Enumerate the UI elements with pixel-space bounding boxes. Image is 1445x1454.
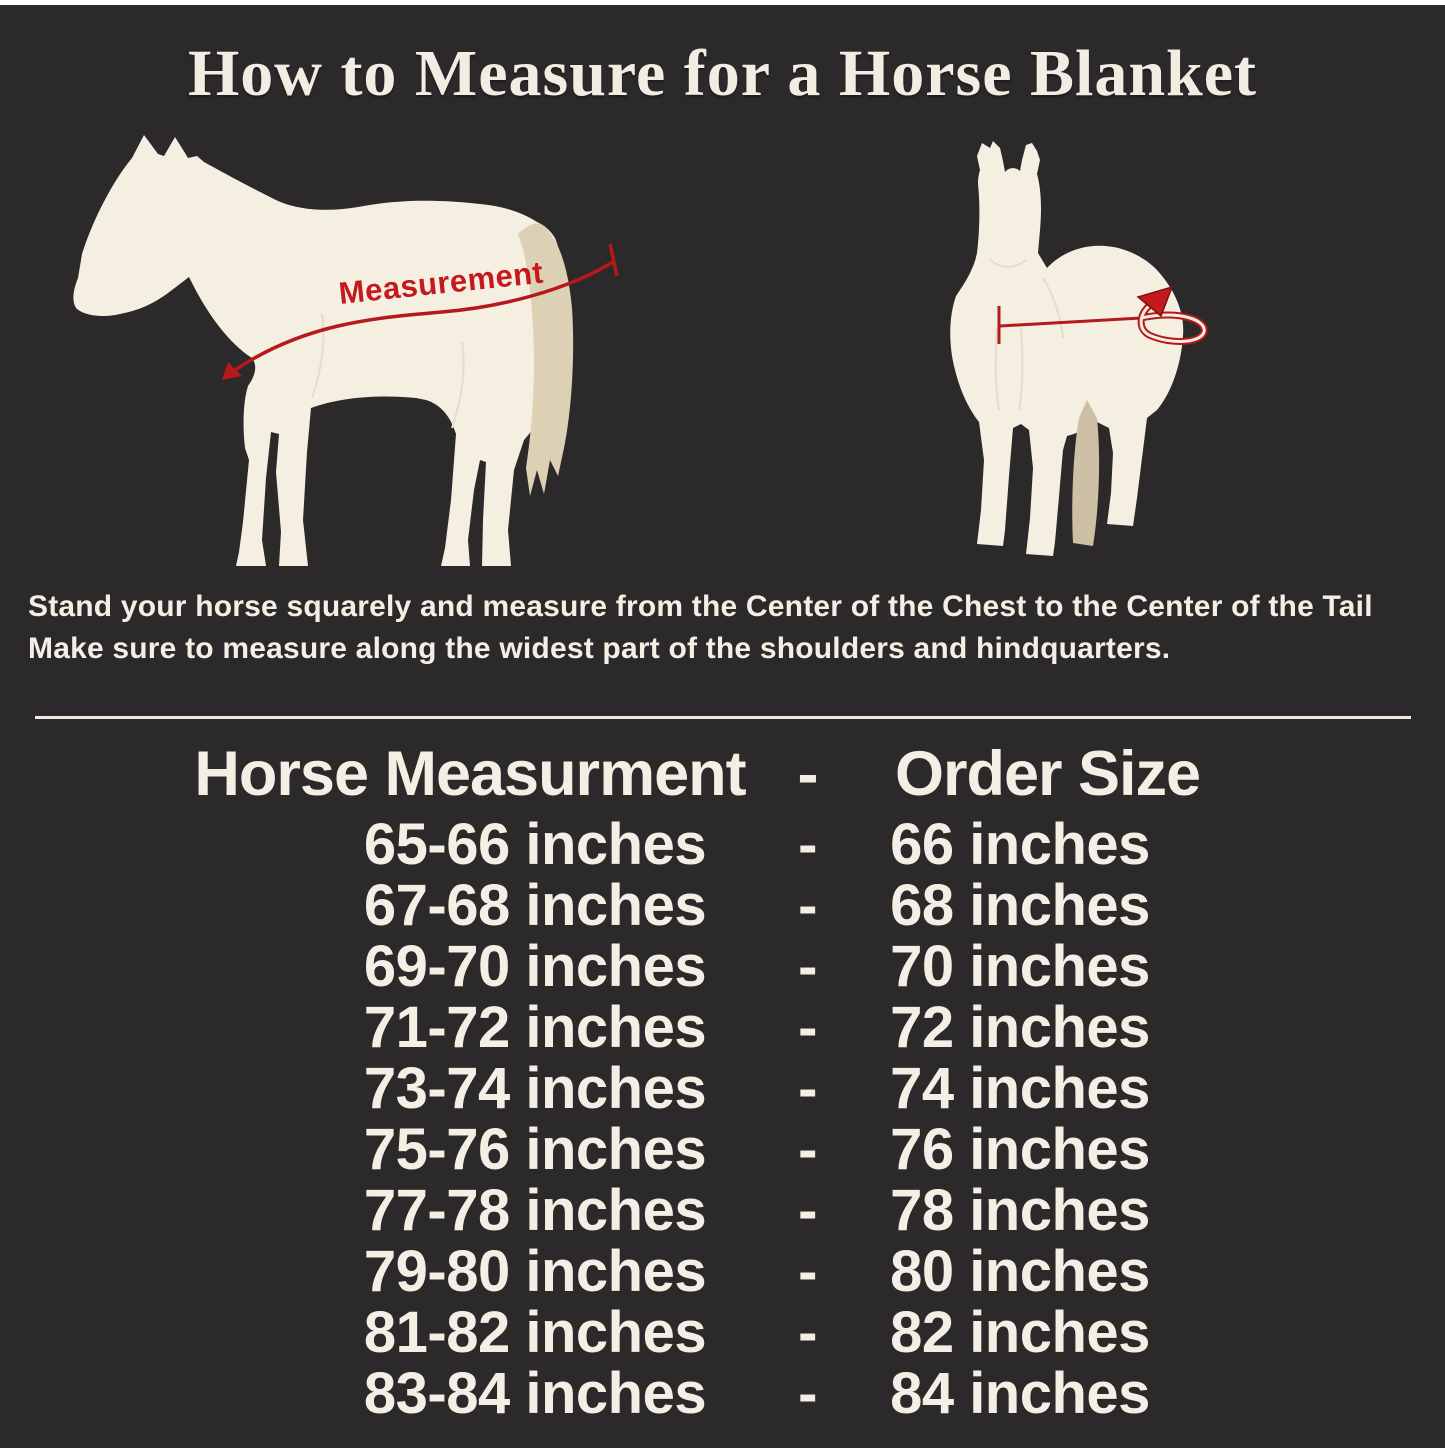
size-chart-row: 65-66 inches - 66 inches: [0, 814, 1445, 875]
measurement-line-end-tick: [608, 243, 619, 277]
size-chart: Horse Measurment - Order Size 65-66 inch…: [0, 734, 1445, 1424]
front-horse-contour: [989, 259, 1064, 411]
header-measurement-column: Horse Measurment: [194, 739, 746, 809]
row-size-value: 66 inches: [890, 812, 1150, 877]
row-separator: -: [798, 812, 817, 877]
size-chart-header: Horse Measurment - Order Size: [0, 734, 1445, 814]
instructions-line-1: Stand your horse squarely and measure fr…: [28, 590, 1373, 623]
row-size-value: 70 inches: [890, 934, 1150, 999]
row-size-value: 78 inches: [890, 1178, 1150, 1243]
size-chart-rows: 65-66 inches - 66 inches 67-68 inches - …: [0, 814, 1445, 1424]
row-separator: -: [798, 995, 817, 1060]
row-measurement-value: 67-68 inches: [363, 873, 707, 938]
row-separator: -: [798, 1056, 817, 1121]
size-chart-row: 75-76 inches - 76 inches: [0, 1119, 1445, 1180]
size-chart-row: 71-72 inches - 72 inches: [0, 997, 1445, 1058]
row-separator: -: [798, 1178, 817, 1243]
row-measurement-value: 71-72 inches: [363, 995, 707, 1060]
row-measurement-value: 75-76 inches: [363, 1117, 707, 1182]
row-measurement-value: 65-66 inches: [363, 812, 707, 877]
row-separator: -: [798, 873, 817, 938]
size-chart-row: 69-70 inches - 70 inches: [0, 936, 1445, 997]
side-horse-tail: [518, 223, 574, 496]
row-separator: -: [798, 1239, 817, 1304]
row-measurement-value: 79-80 inches: [363, 1239, 707, 1304]
header-size-column: Order Size: [894, 739, 1201, 809]
top-frame-border: [0, 0, 1445, 5]
size-chart-row: 73-74 inches - 74 inches: [0, 1058, 1445, 1119]
girth-arrow-icon: [1136, 285, 1174, 318]
page-title: How to Measure for a Horse Blanket: [187, 37, 1258, 110]
size-chart-row: 77-78 inches - 78 inches: [0, 1180, 1445, 1241]
row-size-value: 72 inches: [890, 995, 1150, 1060]
front-horse-body: [950, 141, 1184, 556]
side-horse-contour: [311, 313, 465, 429]
row-measurement-value: 73-74 inches: [363, 1056, 707, 1121]
row-measurement-value: 81-82 inches: [363, 1300, 707, 1365]
size-chart-row: 79-80 inches - 80 inches: [0, 1241, 1445, 1302]
girth-measurement-line: [997, 306, 1142, 344]
row-separator: -: [798, 934, 817, 999]
girth-wrap-ribbon-inner: [1139, 304, 1206, 343]
instructions-line-2: Make sure to measure along the widest pa…: [28, 632, 1171, 665]
row-size-value: 76 inches: [890, 1117, 1150, 1182]
front-view-horse-figure: [950, 141, 1208, 556]
row-measurement-value: 69-70 inches: [363, 934, 707, 999]
row-size-value: 80 inches: [890, 1239, 1150, 1304]
row-measurement-value: 77-78 inches: [363, 1178, 707, 1243]
row-separator: -: [798, 1300, 817, 1365]
bottom-frame-border: [0, 1448, 1445, 1454]
size-chart-row: 67-68 inches - 68 inches: [0, 875, 1445, 936]
divider-line: [35, 716, 1411, 719]
measurement-line-chest-tick: [222, 362, 242, 380]
row-size-value: 82 inches: [890, 1300, 1150, 1365]
row-separator: -: [798, 1117, 817, 1182]
measurement-line: [231, 260, 614, 374]
size-chart-row: 83-84 inches - 84 inches: [0, 1363, 1445, 1424]
row-measurement-value: 83-84 inches: [363, 1361, 707, 1426]
row-separator: -: [798, 1361, 817, 1426]
row-size-value: 68 inches: [890, 873, 1150, 938]
header-separator: -: [797, 739, 819, 809]
row-size-value: 74 inches: [890, 1056, 1150, 1121]
instructions-text: Stand your horse squarely and measure fr…: [28, 586, 1430, 670]
front-horse-tail: [1072, 400, 1100, 546]
size-chart-row: 81-82 inches - 82 inches: [0, 1302, 1445, 1363]
side-view-horse-figure: Measurement: [73, 135, 619, 566]
side-horse-body: [73, 135, 564, 566]
row-size-value: 84 inches: [890, 1361, 1150, 1426]
